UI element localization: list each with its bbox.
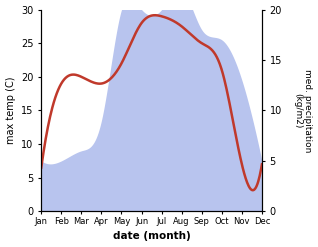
Y-axis label: max temp (C): max temp (C) (5, 77, 16, 144)
X-axis label: date (month): date (month) (113, 231, 190, 242)
Y-axis label: med. precipitation
(kg/m2): med. precipitation (kg/m2) (293, 69, 313, 152)
